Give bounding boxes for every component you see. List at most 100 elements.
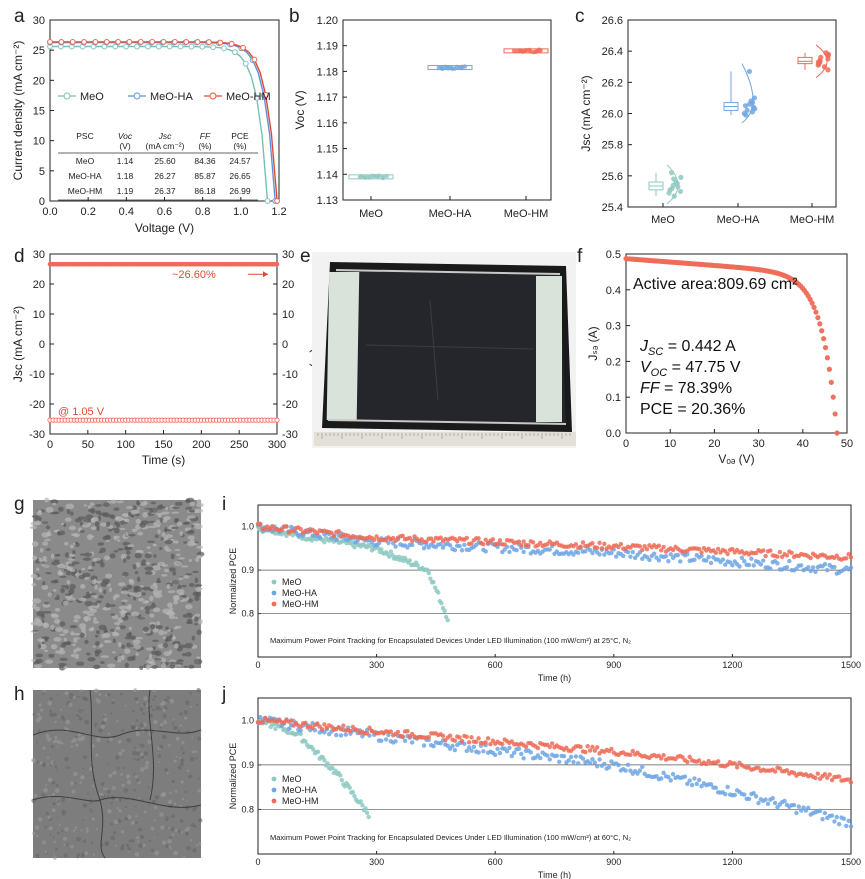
sem-grain: [155, 705, 161, 711]
sem-grain: [189, 756, 195, 762]
sem-grain: [180, 565, 189, 568]
sem-grain: [125, 532, 129, 537]
sem-grain: [78, 597, 87, 602]
legend-label: MeO: [282, 774, 302, 784]
sem-grain: [68, 525, 77, 531]
stability-point: [777, 766, 783, 771]
sem-grain: [105, 602, 110, 608]
sem-grain: [100, 522, 108, 527]
y-tick-label: 26.0: [602, 109, 623, 121]
y-tick-label: 20: [33, 75, 45, 87]
sem-grain: [140, 755, 144, 759]
sem-grain: [182, 595, 188, 599]
sem-grain: [156, 621, 161, 626]
sem-grain: [64, 691, 69, 696]
sem-grain: [63, 836, 68, 841]
sem-grain: [70, 653, 80, 658]
sem-grain: [89, 803, 92, 805]
stability-point: [516, 746, 522, 751]
sem-grain: [153, 819, 156, 822]
sem-grain: [149, 613, 155, 618]
sem-grain: [126, 506, 134, 509]
sem-grain: [54, 607, 61, 612]
sem-grain: [57, 649, 66, 655]
sem-grain: [173, 759, 177, 763]
table-cell: 26.99: [229, 186, 251, 196]
sem-grain: [104, 534, 111, 539]
stability-point: [813, 775, 818, 781]
stability-point: [348, 728, 353, 734]
sem-grain: [53, 637, 62, 642]
stability-point: [723, 562, 728, 567]
sem-grain: [113, 507, 120, 511]
y2-tick-label: 30: [282, 249, 294, 261]
sem-grain: [38, 703, 42, 707]
sem-grain: [70, 745, 74, 748]
stability-point: [388, 549, 394, 554]
sem-grain: [81, 709, 84, 712]
sem-grain: [117, 818, 122, 824]
table-unit: (mA cm⁻²): [146, 141, 185, 151]
sem-grain: [66, 597, 76, 601]
sem-grain: [135, 732, 141, 737]
sem-grain: [65, 570, 72, 576]
sem-grain: [80, 775, 85, 780]
sem-grain: [109, 553, 116, 559]
sem-grain: [84, 719, 90, 725]
stability-point: [661, 544, 666, 550]
sem-grain: [101, 721, 106, 726]
sem-grain: [120, 773, 123, 776]
sem-grain: [82, 572, 91, 578]
sem-grain: [194, 577, 199, 584]
sem-grain: [88, 569, 95, 572]
sem-grain: [140, 606, 144, 610]
sem-grain: [100, 581, 108, 587]
table-cell: 84.36: [194, 156, 216, 166]
iv-point: [821, 336, 827, 342]
stability-point: [625, 549, 631, 555]
x-tick-label: 0.6: [157, 206, 172, 218]
stability-point: [530, 540, 536, 545]
sem-grain: [126, 632, 132, 638]
stability-point: [659, 776, 664, 781]
stability-point: [592, 760, 598, 765]
stability-point: [459, 738, 465, 744]
sem-grain: [138, 796, 141, 799]
stability-point: [578, 744, 583, 749]
stability-point: [798, 808, 804, 813]
sem-grain: [48, 826, 53, 831]
y-tick-label: 0.5: [606, 249, 621, 261]
sem-grain: [121, 783, 125, 787]
stability-point: [334, 732, 339, 738]
y-tick-label: 0.0: [606, 428, 621, 440]
stability-point: [514, 547, 519, 553]
sem-grain: [52, 511, 60, 515]
stability-point: [502, 542, 507, 547]
sem-grain: [110, 613, 116, 616]
sem-grain: [162, 642, 169, 649]
sem-grain: [118, 798, 123, 802]
sem-grain: [185, 621, 193, 625]
stability-point: [426, 735, 431, 740]
stability-point: [523, 744, 529, 749]
stability-point: [678, 559, 683, 564]
jv-point: [166, 43, 173, 50]
stability-point: [549, 741, 555, 746]
stability-point: [654, 774, 659, 779]
sem-grain: [52, 761, 56, 764]
sem-grain: [37, 644, 42, 649]
sem-grain: [56, 831, 60, 835]
sem-grain: [131, 839, 135, 843]
sem-grain: [98, 587, 103, 593]
iv-point: [828, 379, 834, 385]
chart-a: 0.0 0.2 0.4 0.6 0.8 1.0 1.2 0 5 10 15 20 25 30 Voltage…: [11, 15, 287, 235]
stability-point: [409, 538, 415, 544]
sem-grain: [179, 757, 182, 760]
sem-grain: [88, 565, 92, 570]
sem-grain: [73, 619, 79, 623]
sem-grain: [136, 751, 142, 757]
data-point: [825, 53, 831, 59]
sem-grain: [52, 802, 56, 806]
sem-grain: [134, 747, 137, 750]
sem-grain: [77, 709, 83, 714]
